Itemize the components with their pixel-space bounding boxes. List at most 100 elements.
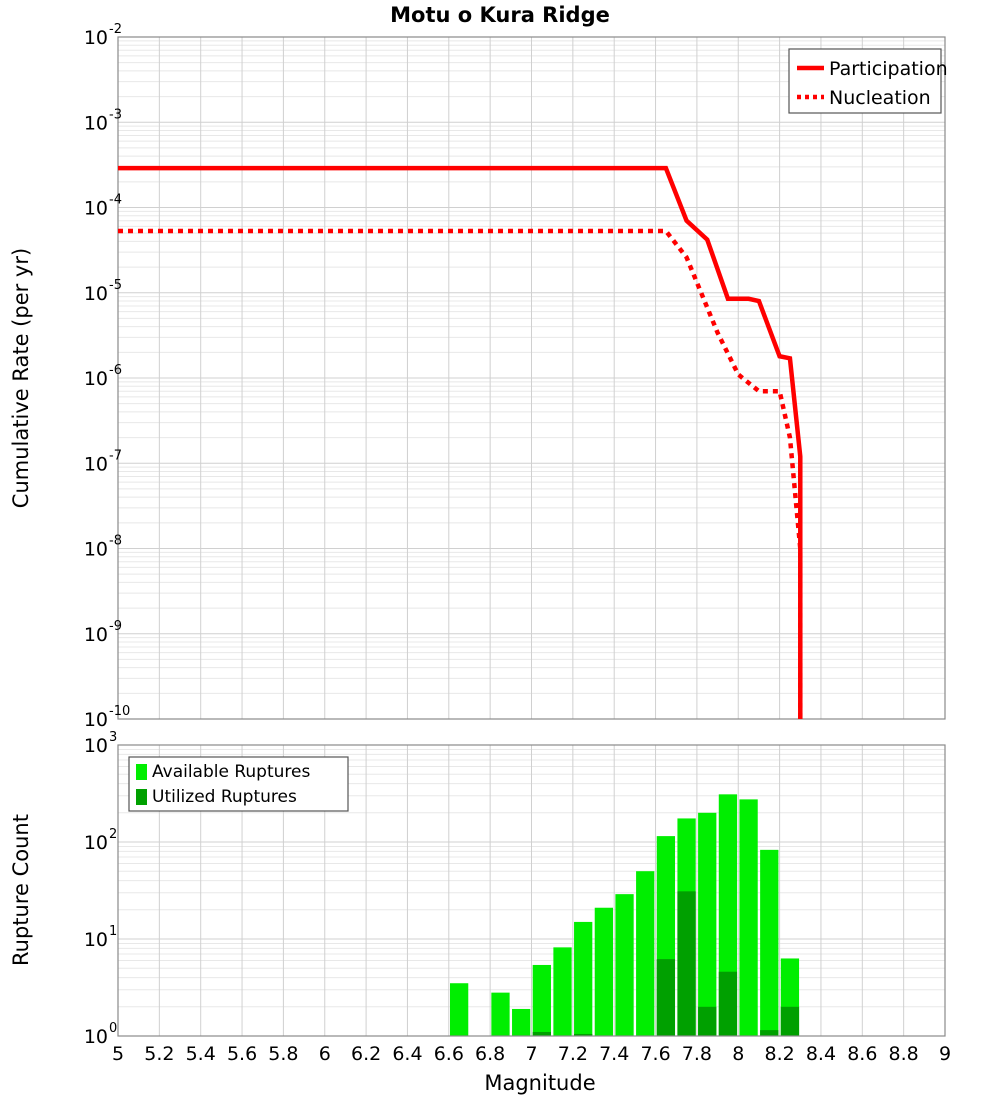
svg-text:10: 10 bbox=[84, 1026, 108, 1048]
y-tick-label: 10 -2 bbox=[84, 22, 122, 49]
utilized-rupture-bar bbox=[574, 1033, 593, 1036]
available-rupture-bar bbox=[698, 812, 717, 1036]
utilized-ruptures-legend-swatch bbox=[136, 789, 147, 805]
utilized-rupture-bar bbox=[656, 959, 676, 1036]
available-rupture-bar bbox=[760, 849, 779, 1036]
y-tick-label: 10 3 bbox=[84, 730, 117, 757]
svg-text:-4: -4 bbox=[109, 193, 122, 208]
svg-text:3: 3 bbox=[109, 730, 117, 745]
x-tick-label: 8.2 bbox=[764, 1043, 794, 1065]
svg-text:-9: -9 bbox=[109, 619, 122, 634]
x-tick-label: 5.2 bbox=[144, 1043, 174, 1065]
available-rupture-bar bbox=[739, 799, 758, 1036]
svg-text:-5: -5 bbox=[109, 278, 122, 293]
y-tick-label: 10 -4 bbox=[84, 193, 122, 220]
available-rupture-bar bbox=[450, 983, 469, 1036]
available-rupture-bar bbox=[574, 921, 593, 1036]
x-tick-label: 5 bbox=[112, 1043, 124, 1065]
svg-text:2: 2 bbox=[109, 827, 117, 842]
top-panel-legend: Participation Nucleation bbox=[788, 48, 948, 114]
svg-text:10: 10 bbox=[84, 198, 108, 220]
y-tick-label: 10 -6 bbox=[84, 363, 122, 390]
bottom-panel-y-axis-label: Rupture Count bbox=[9, 814, 33, 966]
svg-text:-6: -6 bbox=[109, 363, 122, 378]
top-panel-vertical-gridlines bbox=[158, 37, 905, 719]
x-tick-label: 6 bbox=[319, 1043, 331, 1065]
nucleation-legend-label: Nucleation bbox=[829, 87, 931, 109]
available-rupture-bar bbox=[594, 907, 613, 1036]
utilized-rupture-bar bbox=[780, 1006, 800, 1036]
available-ruptures-legend-label: Available Ruptures bbox=[152, 762, 310, 782]
svg-text:1: 1 bbox=[109, 924, 117, 939]
page-title: Motu o Kura Ridge bbox=[390, 3, 610, 27]
x-tick-label: 9 bbox=[939, 1043, 951, 1065]
x-tick-label: 6.6 bbox=[434, 1043, 464, 1065]
top-panel-y-axis-label: Cumulative Rate (per yr) bbox=[9, 248, 33, 508]
utilized-rupture-bar bbox=[718, 971, 738, 1036]
y-tick-label: 10 -10 bbox=[84, 704, 130, 731]
svg-text:-7: -7 bbox=[109, 448, 122, 463]
svg-text:-3: -3 bbox=[109, 107, 122, 122]
x-tick-label: 8.4 bbox=[806, 1043, 836, 1065]
x-tick-label: 7.6 bbox=[640, 1043, 670, 1065]
x-tick-label: 8.6 bbox=[847, 1043, 877, 1065]
svg-text:-8: -8 bbox=[109, 534, 122, 549]
available-rupture-bar bbox=[553, 947, 572, 1036]
available-rupture-bar bbox=[532, 964, 551, 1036]
bottom-legend-box bbox=[128, 756, 349, 812]
x-tick-label: 7 bbox=[525, 1043, 537, 1065]
utilized-ruptures-bars bbox=[532, 891, 800, 1036]
bottom-panel-x-tick-labels: 5 5.2 5.4 5.6 5.8 6 6.2 6.4 6.6 6.8 7 7.2 7.4 7.6 7.8 8… bbox=[112, 1043, 951, 1065]
x-tick-label: 7.4 bbox=[599, 1043, 629, 1065]
utilized-rupture-bar bbox=[532, 1031, 551, 1036]
svg-text:10: 10 bbox=[84, 539, 108, 561]
bottom-panel-axes-frame bbox=[117, 744, 946, 1037]
svg-text:10: 10 bbox=[84, 624, 108, 646]
x-tick-label: 5.6 bbox=[227, 1043, 257, 1065]
svg-text:10: 10 bbox=[84, 27, 108, 49]
top-panel-y-tick-labels: 10-210-310-410-510-610-710-810-910-10 bbox=[84, 22, 130, 731]
available-rupture-bar bbox=[615, 894, 634, 1036]
top-legend-box bbox=[788, 48, 942, 114]
available-rupture-bar bbox=[491, 992, 510, 1036]
available-rupture-bar bbox=[512, 1008, 531, 1036]
bottom-panel-vertical-gridlines bbox=[158, 745, 905, 1036]
y-tick-label: 10 -5 bbox=[84, 278, 122, 305]
nucleation-curve bbox=[118, 228, 803, 719]
utilized-rupture-bar bbox=[677, 891, 696, 1036]
svg-text:10: 10 bbox=[84, 368, 108, 390]
y-tick-label: 10 -7 bbox=[84, 448, 122, 475]
svg-text:10: 10 bbox=[84, 709, 108, 731]
svg-text:-10: -10 bbox=[109, 704, 130, 719]
y-tick-label: 10 -3 bbox=[84, 107, 122, 134]
bottom-panel-legend: Available Ruptures Utilized Ruptures bbox=[128, 756, 349, 812]
svg-text:-2: -2 bbox=[109, 22, 122, 37]
x-tick-label: 6.2 bbox=[351, 1043, 381, 1065]
x-axis-label: Magnitude bbox=[484, 1071, 595, 1095]
y-tick-label: 10 1 bbox=[84, 924, 117, 951]
y-tick-label: 10 -8 bbox=[84, 534, 122, 561]
svg-text:10: 10 bbox=[84, 929, 108, 951]
x-tick-label: 7.8 bbox=[682, 1043, 712, 1065]
x-tick-label: 5.8 bbox=[268, 1043, 298, 1065]
x-tick-label: 7.2 bbox=[558, 1043, 588, 1065]
x-tick-label: 6.8 bbox=[475, 1043, 505, 1065]
svg-text:10: 10 bbox=[84, 112, 108, 134]
svg-text:10: 10 bbox=[84, 283, 108, 305]
top-panel: 10-210-310-410-510-610-710-810-910-10 Cu… bbox=[9, 22, 948, 731]
available-ruptures-legend-swatch bbox=[136, 764, 147, 780]
utilized-rupture-bar bbox=[760, 1030, 779, 1036]
svg-text:10: 10 bbox=[84, 832, 108, 854]
x-tick-label: 8 bbox=[732, 1043, 744, 1065]
y-tick-label: 10 2 bbox=[84, 827, 117, 854]
svg-text:0: 0 bbox=[109, 1021, 117, 1036]
y-tick-label: 10 0 bbox=[84, 1021, 117, 1048]
x-tick-label: 8.8 bbox=[889, 1043, 919, 1065]
svg-text:10: 10 bbox=[84, 735, 108, 757]
svg-text:10: 10 bbox=[84, 453, 108, 475]
utilized-ruptures-legend-label: Utilized Ruptures bbox=[152, 787, 297, 807]
participation-curve bbox=[118, 165, 803, 719]
